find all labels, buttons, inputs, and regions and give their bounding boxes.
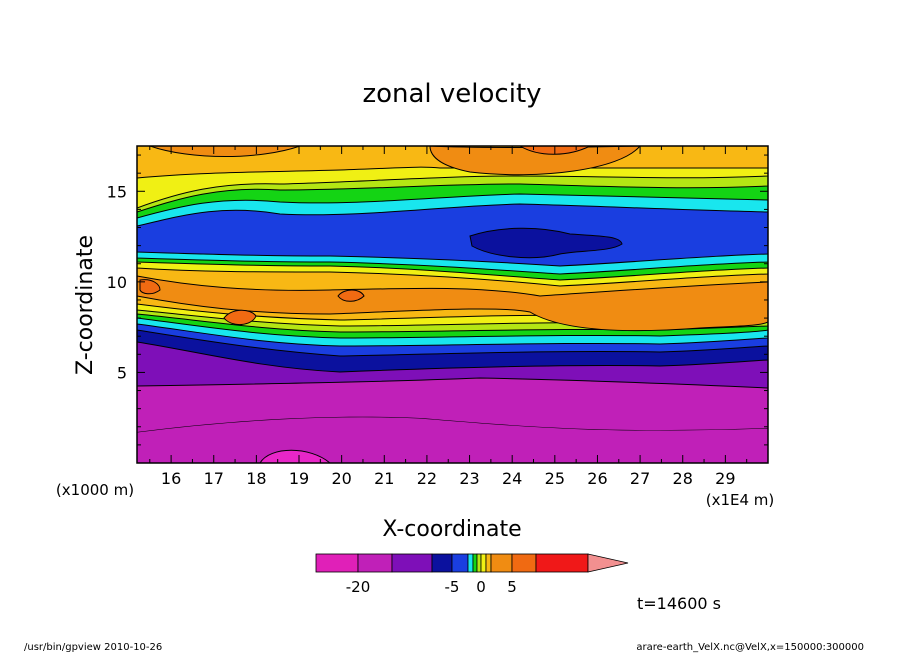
y-tick-label: 15 — [107, 182, 127, 201]
x-tick-label: 17 — [204, 469, 224, 488]
x-tick-label: 22 — [417, 469, 437, 488]
colorbar-cell — [511, 553, 537, 573]
x-tick-label: 26 — [587, 469, 607, 488]
x-axis-title: X-coordinate — [382, 517, 521, 542]
colorbar-label: 0 — [476, 578, 486, 596]
colorbar-cell — [480, 553, 487, 573]
x-tick-label: 19 — [289, 469, 309, 488]
colorbar-cell — [476, 553, 482, 573]
patch-orange-top-left — [149, 146, 301, 157]
colorbar-cell — [431, 553, 453, 573]
patch-red-3 — [139, 279, 161, 295]
time-label: t=14600 s — [637, 594, 721, 613]
patch-red-1 — [223, 309, 257, 325]
colorbar-cell — [472, 553, 478, 573]
x-tick-label: 18 — [246, 469, 266, 488]
x-tick-label: 24 — [502, 469, 522, 488]
colorbar-cell — [467, 553, 474, 573]
x-tick-label: 28 — [673, 469, 693, 488]
colorbar-arrow — [587, 553, 629, 573]
y-tick-label: 10 — [107, 273, 127, 292]
x-axis-unit: (x1E4 m) — [706, 491, 775, 509]
band-orange-top — [429, 146, 641, 176]
x-tick-label: 21 — [374, 469, 394, 488]
colorbar-cell — [357, 553, 393, 573]
x-tick-label: 29 — [715, 469, 735, 488]
y-axis-title: Z-coordinate — [73, 235, 98, 375]
colorbar-cell — [490, 553, 513, 573]
patch-navy-core — [469, 227, 623, 259]
colorbar-cell — [391, 553, 433, 573]
footer-right: arare-earth_VelX.nc@VelX,x=150000:300000 — [636, 642, 864, 653]
x-tick-label: 16 — [161, 469, 181, 488]
y-tick-label: 5 — [117, 363, 127, 382]
plot-frame — [136, 145, 769, 464]
axes: 16 17 18 19 20 21 22 23 24 25 26 27 28 29 5 10 15 — [107, 146, 769, 488]
colorbar: -20 -5 0 5 — [315, 553, 629, 596]
colorbar-label: 5 — [507, 578, 517, 596]
footer-left: /usr/bin/gpview 2010-10-26 — [24, 642, 162, 653]
colorbar-cell — [535, 553, 589, 573]
colorbar-cell — [485, 553, 492, 573]
colorbar-cell — [451, 553, 469, 573]
x-tick-label: 25 — [545, 469, 565, 488]
x-tick-label: 20 — [331, 469, 351, 488]
x-tick-label: 23 — [459, 469, 479, 488]
y-axis-unit: (x1000 m) — [56, 481, 134, 499]
chart-title: zonal velocity — [362, 79, 541, 109]
contour-field — [137, 146, 768, 463]
x-tick-label: 27 — [630, 469, 650, 488]
colorbar-label: -20 — [346, 578, 371, 596]
colorbar-cell — [315, 553, 359, 573]
patch-red-2 — [337, 289, 365, 302]
colorbar-label: -5 — [445, 578, 460, 596]
